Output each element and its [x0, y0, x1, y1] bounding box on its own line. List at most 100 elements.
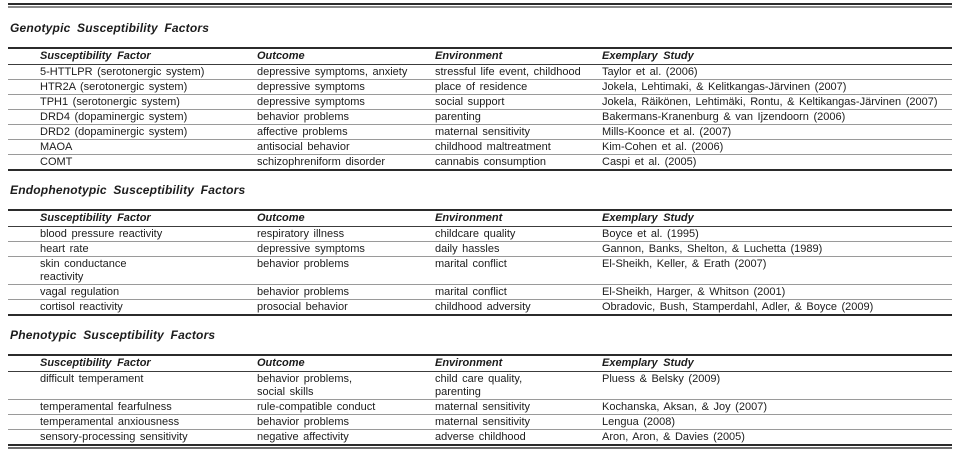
section-title: Endophenotypic Susceptibility Factors: [10, 183, 246, 197]
table-row: DRD2 (dopaminergic system) affective pro…: [8, 124, 952, 140]
cell-study: Obradovic, Bush, Stamperdahl, Adler, & B…: [602, 299, 952, 316]
cell-factor: vagal regulation: [8, 284, 257, 300]
cell-outcome: depressive symptoms: [257, 79, 435, 95]
figure-top-rule: [8, 3, 952, 8]
cell-outcome: behavior problems: [257, 284, 435, 300]
table-row: vagal regulation behavior problems marit…: [8, 284, 952, 300]
column-header-environment: Environment: [435, 209, 602, 227]
cell-outcome: depressive symptoms, anxiety: [257, 64, 435, 80]
cell-factor: MAOA: [8, 139, 257, 155]
cell-factor: skin conductance reactivity: [8, 256, 257, 285]
table-row: skin conductance reactivity behavior pro…: [8, 256, 952, 285]
column-header-susceptibility-factor: Susceptibility Factor: [8, 354, 257, 372]
column-header-outcome: Outcome: [257, 354, 435, 372]
cell-environment: place of residence: [435, 79, 602, 95]
cell-outcome: depressive symptoms: [257, 94, 435, 110]
cell-study: El-Sheikh, Keller, & Erath (2007): [602, 256, 952, 285]
cell-study: Gannon, Banks, Shelton, & Luchetta (1989…: [602, 241, 952, 257]
cell-study: Taylor et al. (2006): [602, 64, 952, 80]
cell-outcome: schizophreniform disorder: [257, 154, 435, 171]
table-row: TPH1 (serotonergic system) depressive sy…: [8, 94, 952, 110]
table-row: MAOA antisocial behavior childhood maltr…: [8, 139, 952, 155]
cell-factor: DRD4 (dopaminergic system): [8, 109, 257, 125]
cell-factor: blood pressure reactivity: [8, 226, 257, 242]
cell-environment: childcare quality: [435, 226, 602, 242]
cell-outcome: depressive symptoms: [257, 241, 435, 257]
table-header-row: Susceptibility Factor Outcome Environmen…: [8, 354, 952, 372]
cell-study: Caspi et al. (2005): [602, 154, 952, 171]
cell-environment: marital conflict: [435, 284, 602, 300]
cell-study: Kochanska, Aksan, & Joy (2007): [602, 399, 952, 415]
cell-environment: maternal sensitivity: [435, 414, 602, 430]
cell-factor: HTR2A (serotonergic system): [8, 79, 257, 95]
column-header-outcome: Outcome: [257, 47, 435, 65]
cell-factor: 5-HTTLPR (serotonergic system): [8, 64, 257, 80]
cell-factor: DRD2 (dopaminergic system): [8, 124, 257, 140]
section-endophenotypic: Endophenotypic Susceptibility Factors Su…: [8, 184, 952, 316]
genotypic-table: Susceptibility Factor Outcome Environmen…: [8, 47, 952, 171]
column-header-environment: Environment: [435, 47, 602, 65]
cell-outcome: prosocial behavior: [257, 299, 435, 316]
table-row: HTR2A (serotonergic system) depressive s…: [8, 79, 952, 95]
cell-factor: COMT: [8, 154, 257, 171]
cell-study: Boyce et al. (1995): [602, 226, 952, 242]
cell-environment: stressful life event, childhood: [435, 64, 602, 80]
table-row: blood pressure reactivity respiratory il…: [8, 226, 952, 242]
cell-outcome: respiratory illness: [257, 226, 435, 242]
section-phenotypic: Phenotypic Susceptibility Factors Suscep…: [8, 329, 952, 446]
cell-study: Bakermans-Kranenburg & van Ijzendoorn (2…: [602, 109, 952, 125]
cell-environment: childhood adversity: [435, 299, 602, 316]
cell-study: Kim-Cohen et al. (2006): [602, 139, 952, 155]
table-row: 5-HTTLPR (serotonergic system) depressiv…: [8, 64, 952, 80]
table-header-row: Susceptibility Factor Outcome Environmen…: [8, 209, 952, 227]
table-row: sensory-processing sensitivity negative …: [8, 429, 952, 446]
cell-environment: social support: [435, 94, 602, 110]
section-genotypic: Genotypic Susceptibility Factors Suscept…: [8, 22, 952, 171]
cell-factor: temperamental fearfulness: [8, 399, 257, 415]
column-header-exemplary-study: Exemplary Study: [602, 209, 952, 227]
cell-factor: cortisol reactivity: [8, 299, 257, 316]
phenotypic-table: Susceptibility Factor Outcome Environmen…: [8, 354, 952, 446]
table-row: difficult temperament behavior problems,…: [8, 371, 952, 400]
cell-study: El-Sheikh, Harger, & Whitson (2001): [602, 284, 952, 300]
cell-outcome: behavior problems: [257, 109, 435, 125]
table-row: heart rate depressive symptoms daily has…: [8, 241, 952, 257]
cell-environment: parenting: [435, 109, 602, 125]
cell-outcome: rule-compatible conduct: [257, 399, 435, 415]
cell-environment: cannabis consumption: [435, 154, 602, 171]
cell-outcome: antisocial behavior: [257, 139, 435, 155]
cell-factor: TPH1 (serotonergic system): [8, 94, 257, 110]
cell-factor: temperamental anxiousness: [8, 414, 257, 430]
cell-study: Jokela, Räikönen, Lehtimäki, Rontu, & Ke…: [602, 94, 952, 110]
table-header-row: Susceptibility Factor Outcome Environmen…: [8, 47, 952, 65]
section-title: Phenotypic Susceptibility Factors: [10, 328, 216, 342]
cell-environment: maternal sensitivity: [435, 399, 602, 415]
cell-factor: difficult temperament: [8, 371, 257, 400]
column-header-susceptibility-factor: Susceptibility Factor: [8, 47, 257, 65]
cell-factor: heart rate: [8, 241, 257, 257]
cell-outcome: affective problems: [257, 124, 435, 140]
table-row: cortisol reactivity prosocial behavior c…: [8, 299, 952, 316]
cell-factor: sensory-processing sensitivity: [8, 429, 257, 446]
cell-study: Aron, Aron, & Davies (2005): [602, 429, 952, 446]
table-row: COMT schizophreniform disorder cannabis …: [8, 154, 952, 171]
column-header-exemplary-study: Exemplary Study: [602, 47, 952, 65]
cell-study: Lengua (2008): [602, 414, 952, 430]
table-row: temperamental anxiousness behavior probl…: [8, 414, 952, 430]
column-header-environment: Environment: [435, 354, 602, 372]
column-header-exemplary-study: Exemplary Study: [602, 354, 952, 372]
cell-study: Pluess & Belsky (2009): [602, 371, 952, 400]
cell-outcome: behavior problems, social skills: [257, 371, 435, 400]
column-header-outcome: Outcome: [257, 209, 435, 227]
table-row: temperamental fearfulness rule-compatibl…: [8, 399, 952, 415]
cell-environment: daily hassles: [435, 241, 602, 257]
column-header-susceptibility-factor: Susceptibility Factor: [8, 209, 257, 227]
cell-outcome: behavior problems: [257, 256, 435, 285]
table-row: DRD4 (dopaminergic system) behavior prob…: [8, 109, 952, 125]
endophenotypic-table: Susceptibility Factor Outcome Environmen…: [8, 209, 952, 316]
cell-environment: adverse childhood: [435, 429, 602, 446]
cell-study: Mills-Koonce et al. (2007): [602, 124, 952, 140]
cell-environment: maternal sensitivity: [435, 124, 602, 140]
cell-environment: childhood maltreatment: [435, 139, 602, 155]
